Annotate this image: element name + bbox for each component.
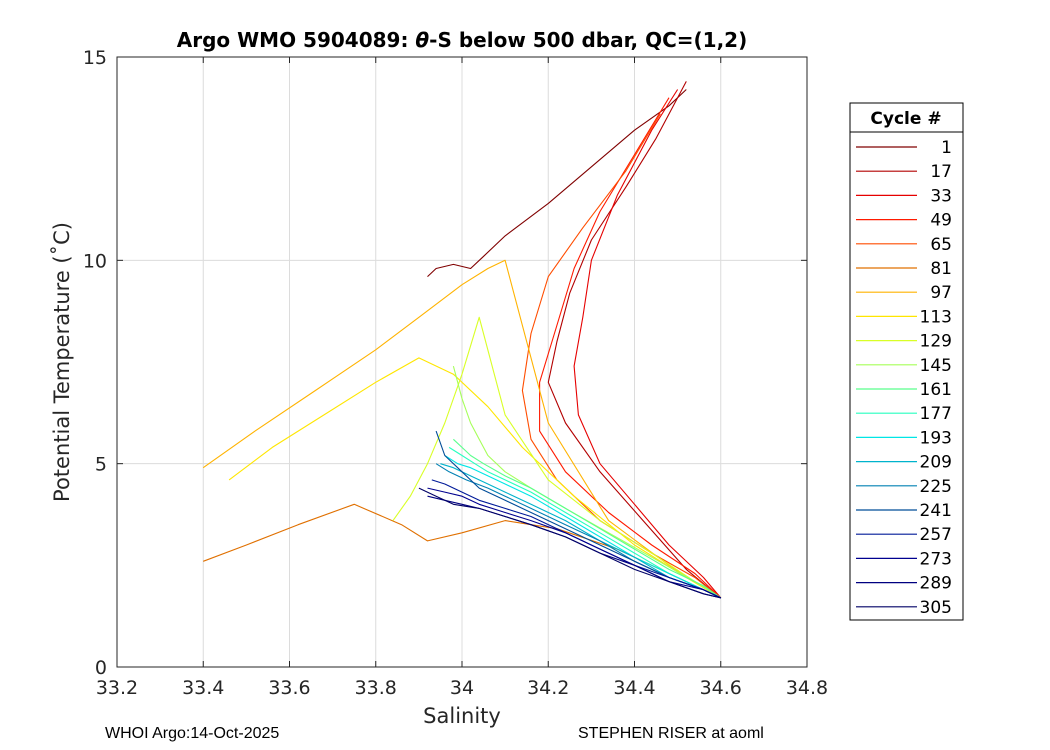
footer-right: STEPHEN RISER at aoml <box>578 725 764 742</box>
legend-label-145: 145 <box>920 356 952 376</box>
series-line-cycle-17 <box>547 81 722 599</box>
series-line-cycle-129 <box>392 316 722 599</box>
legend-label-209: 209 <box>920 453 952 473</box>
y-tick-label: 5 <box>95 454 107 476</box>
legend-label-81: 81 <box>930 259 952 279</box>
series-line-cycle-161 <box>453 438 722 599</box>
x-tick-label: 33.2 <box>96 677 138 699</box>
series-layer <box>202 81 722 599</box>
x-tick-label: 34.4 <box>613 677 655 699</box>
series-line-cycle-257 <box>431 479 722 599</box>
legend-label-257: 257 <box>920 525 952 545</box>
x-tick-label: 33.8 <box>355 677 397 699</box>
legend-entries: 1 17 33 49 65 81 97 113 129 145 161 177 193 209 225 241… <box>856 138 952 618</box>
y-axis-label: Potential Temperature (˚C) <box>50 222 74 502</box>
legend: Cycle # 1 17 33 49 65 81 97 113 129 145 161 177 193 2… <box>849 102 964 621</box>
legend-label-161: 161 <box>920 380 952 400</box>
series-line-cycle-145 <box>452 365 722 599</box>
y-tick-label: 0 <box>95 657 107 679</box>
legend-title: Cycle # <box>870 109 941 129</box>
x-tick-label: 33.6 <box>268 677 310 699</box>
y-tick-label: 15 <box>83 47 107 69</box>
legend-label-17: 17 <box>930 162 952 182</box>
series-line-cycle-305 <box>418 487 721 599</box>
legend-label-97: 97 <box>930 283 952 303</box>
legend-label-305: 305 <box>920 598 952 618</box>
x-tick-label: 33.4 <box>182 677 224 699</box>
legend-label-241: 241 <box>920 501 952 521</box>
x-axis-label: Salinity <box>423 704 501 728</box>
chart-title: Argo WMO 5904089: θ-S below 500 dbar, QC… <box>177 28 747 52</box>
ticks: 33.2 33.4 33.6 33.8 34 34.2 34.4 34.6 34.8 0 5 10 15 <box>83 47 828 699</box>
legend-label-193: 193 <box>920 428 952 448</box>
x-tick-label: 34.8 <box>786 677 828 699</box>
legend-label-177: 177 <box>920 404 952 424</box>
legend-label-33: 33 <box>930 186 952 206</box>
y-tick-label: 10 <box>83 250 107 272</box>
series-line-cycle-33 <box>573 89 722 599</box>
legend-label-289: 289 <box>920 574 952 594</box>
x-tick-label: 34.6 <box>700 677 742 699</box>
legend-label-273: 273 <box>920 549 952 569</box>
plot-area: 33.2 33.4 33.6 33.8 34 34.2 34.4 34.6 34.8 0 5 10 15 <box>83 47 828 699</box>
series-line-cycle-49 <box>539 97 722 599</box>
x-tick-label: 34.2 <box>527 677 569 699</box>
legend-label-225: 225 <box>920 477 952 497</box>
legend-label-129: 129 <box>920 332 952 352</box>
legend-label-1: 1 <box>941 138 952 158</box>
x-tick-label: 34 <box>450 677 474 699</box>
series-line-cycle-1 <box>427 89 687 278</box>
series-line-cycle-97 <box>202 259 722 599</box>
footer-left: WHOI Argo:14-Oct-2025 <box>105 725 280 742</box>
series-line-cycle-113 <box>228 357 722 599</box>
series-line-cycle-193 <box>444 455 722 599</box>
legend-label-49: 49 <box>930 211 952 231</box>
legend-label-113: 113 <box>920 307 952 327</box>
series-line-cycle-273 <box>427 487 722 599</box>
legend-label-65: 65 <box>930 235 952 255</box>
